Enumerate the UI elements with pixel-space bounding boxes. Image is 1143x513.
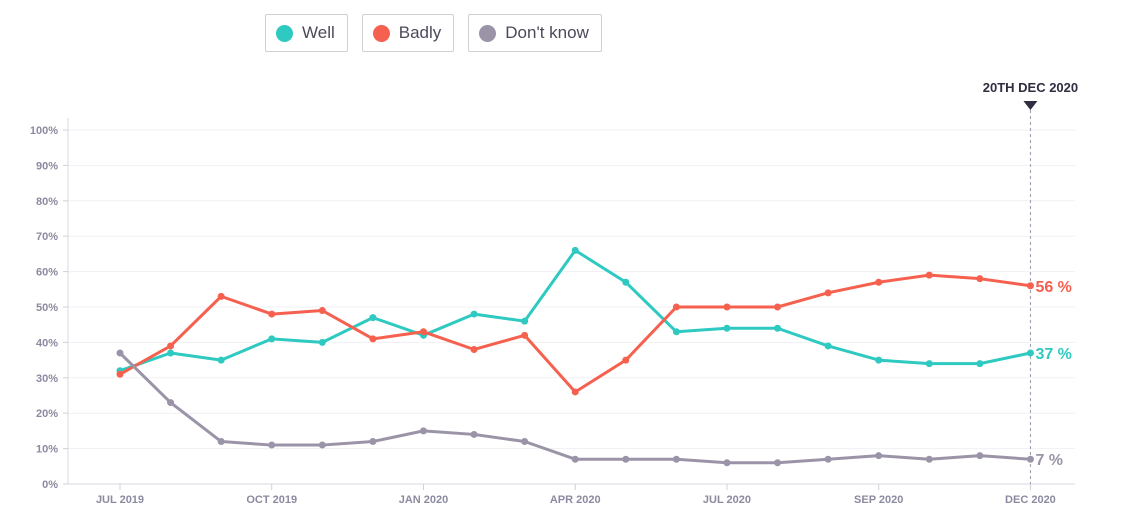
legend: Well Badly Don't know [265,14,602,52]
point-well-4[interactable] [318,338,326,346]
point-don-t-know-17[interactable] [976,452,984,460]
legend-label-dont-know: Don't know [505,23,589,42]
y-tick-label-9: 90% [36,160,58,172]
point-well-12[interactable] [723,324,731,332]
point-don-t-know-16[interactable] [925,455,933,463]
point-well-3[interactable] [268,335,276,343]
legend-item-well[interactable]: Well [265,14,348,52]
point-don-t-know-2[interactable] [217,438,225,446]
point-don-t-know-14[interactable] [824,455,832,463]
point-don-t-know-18[interactable] [1026,455,1034,463]
point-badly-17[interactable] [976,275,984,283]
point-well-2[interactable] [217,356,225,364]
end-label-don-t-know: 7 % [1035,452,1063,469]
y-tick-label-4: 40% [36,337,58,349]
y-tick-label-5: 50% [36,302,58,314]
point-don-t-know-0[interactable] [116,349,124,357]
point-badly-14[interactable] [824,289,832,297]
point-don-t-know-8[interactable] [521,438,529,446]
x-tick-label-0: JUL 2019 [96,494,144,506]
x-tick-label-4: JUL 2020 [703,494,751,506]
y-axis-ticks: 0% 10% 20% 30% 40% 50% 60% 70% 80% 90% 100% [30,125,68,491]
x-tick-label-2: JAN 2020 [399,494,449,506]
point-well-17[interactable] [976,360,984,368]
point-well-10[interactable] [622,278,630,286]
point-badly-11[interactable] [672,303,680,311]
series-line-badly [118,273,1032,394]
point-badly-5[interactable] [369,335,377,343]
point-well-13[interactable] [774,324,782,332]
x-tick-label-3: APR 2020 [550,494,601,506]
point-well-7[interactable] [470,310,478,318]
point-badly-15[interactable] [875,278,883,286]
marker-label: 20TH DEC 2020 [983,80,1078,95]
y-tick-label-7: 70% [36,231,58,243]
point-badly-18[interactable] [1026,282,1034,290]
x-tick-label-5: SEP 2020 [854,494,903,506]
y-tick-label-0: 0% [42,479,58,491]
point-well-14[interactable] [824,342,832,350]
y-tick-label-1: 10% [36,444,58,456]
point-well-16[interactable] [925,360,933,368]
point-don-t-know-4[interactable] [318,441,326,449]
y-tick-label-3: 30% [36,373,58,385]
legend-item-dont-know[interactable]: Don't know [468,14,602,52]
point-well-18[interactable] [1026,349,1034,357]
y-tick-label-6: 60% [36,267,58,279]
point-badly-7[interactable] [470,345,478,353]
legend-dot-dont-know [479,24,497,42]
point-well-1[interactable] [167,349,175,357]
point-don-t-know-6[interactable] [419,427,427,435]
legend-item-badly[interactable]: Badly [361,14,455,52]
point-badly-1[interactable] [167,342,175,350]
series-line-well [118,248,1032,373]
marker-triangle-icon [1023,101,1038,110]
y-tick-label-8: 80% [36,196,58,208]
point-well-15[interactable] [875,356,883,364]
end-label-badly: 56 % [1035,279,1071,296]
end-label-well: 37 % [1035,346,1071,363]
point-badly-0[interactable] [116,370,124,378]
y-tick-label-2: 20% [36,408,58,420]
x-axis-ticks: JUL 2019 OCT 2019 JAN 2020 APR 2020 JUL 2020… [96,484,1056,506]
date-marker: 20TH DEC 2020 [983,80,1078,484]
point-well-11[interactable] [672,328,680,336]
end-labels: 37 % 56 % 7 % [1035,279,1071,469]
point-badly-8[interactable] [521,331,529,339]
point-don-t-know-10[interactable] [622,455,630,463]
point-don-t-know-15[interactable] [875,452,883,460]
point-badly-10[interactable] [622,356,630,364]
x-tick-label-1: OCT 2019 [246,494,297,506]
point-well-5[interactable] [369,314,377,322]
legend-label-well: Well [302,23,335,42]
point-don-t-know-12[interactable] [723,459,731,467]
point-badly-3[interactable] [268,310,276,318]
point-don-t-know-5[interactable] [369,438,377,446]
grid-lines [68,129,1075,450]
point-badly-13[interactable] [774,303,782,311]
point-badly-16[interactable] [925,271,933,279]
point-don-t-know-9[interactable] [571,455,579,463]
axes [67,118,1075,485]
legend-dot-well [276,24,293,42]
point-badly-6[interactable] [419,328,427,336]
point-badly-2[interactable] [217,292,225,300]
x-tick-label-6: DEC 2020 [1005,494,1056,506]
point-well-8[interactable] [521,317,529,325]
series-line-don-t-know [118,351,1032,465]
point-don-t-know-7[interactable] [470,430,478,438]
point-don-t-know-13[interactable] [774,459,782,467]
series-lines [116,246,1034,467]
point-badly-9[interactable] [571,388,579,396]
legend-dot-badly [372,24,390,42]
point-badly-4[interactable] [318,307,326,315]
point-badly-12[interactable] [723,303,731,311]
point-don-t-know-1[interactable] [167,399,175,407]
point-don-t-know-11[interactable] [672,455,680,463]
point-don-t-know-3[interactable] [268,441,276,449]
y-tick-label-10: 100% [30,125,58,137]
legend-label-badly: Badly [398,23,442,42]
point-well-9[interactable] [571,246,579,254]
